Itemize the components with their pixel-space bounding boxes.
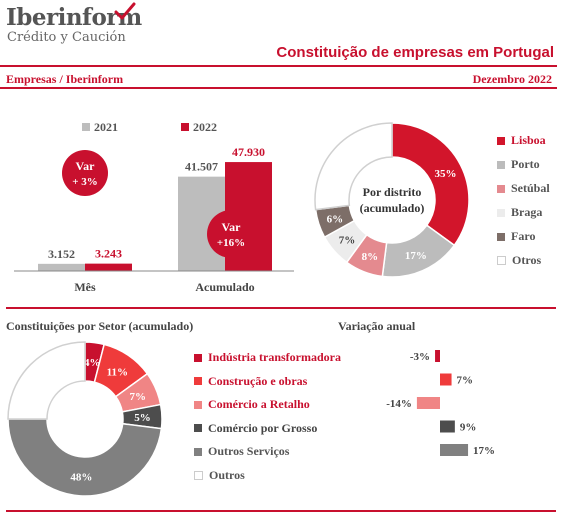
sector-legend-item-comercio-por-grosso: Comércio por Grosso [194,421,317,436]
var-bar-construcao-e-obras [440,373,452,386]
slice-label-faro: 6% [327,214,344,226]
slice-label-comercio-a-retalho: 7% [130,391,147,403]
legend-label-2021: 2021 [94,120,118,134]
slice-lisboa [391,122,470,247]
sector-title: Constituições por Setor (acumulado) [6,319,194,333]
slice-label-comercio-por-grosso: 5% [134,412,151,424]
legend-swatch-setubal [497,184,505,193]
bar-mes-2022 [85,263,132,271]
legend-swatch-porto [497,160,505,169]
slice-label-outros-servicos: 48% [70,471,92,483]
sector-legend-swatch-outros [194,470,203,480]
sector-legend-swatch-comercio-por-grosso [194,424,202,432]
var-bar-label-construcao-e-obras: 7% [457,375,474,387]
bar-chart-mes-acumulado: 2021 2022 3.152 3.243 Mês 41.507 47.930 Acumula… [14,120,294,294]
sector-legend-label-outros: Outros [209,467,245,482]
var-bar-comercio-por-grosso [440,420,455,433]
header-divider [0,65,557,67]
donut-district: 35% 17% 8% 7% 6% Por distrito (acumulado) [314,122,470,278]
var-bubble-mes [62,150,108,196]
sector-legend-swatch-comercio-a-retalho [194,400,202,409]
var-bar-label-comercio-a-retalho: -14% [386,398,412,410]
sector-legend-item-industria-transformadora: Indústria transformadora [194,350,341,365]
sector-legend-label-industria-transformadora: Indústria transformadora [208,350,342,364]
page-title: Constituição de empresas em Portugal [276,44,554,61]
slice-label-construcao-e-obras: 11% [107,366,128,378]
legend-item-porto: Porto [497,157,540,172]
district-center-line1: Por distrito [363,185,422,199]
legend-item-faro: Faro [497,229,535,244]
legend-label-faro: Faro [511,229,536,243]
middle-divider [6,307,556,309]
sector-legend-item-outros-servicos: Outros Serviços [194,444,289,459]
sector-legend-label-construcao-e-obras: Construção e obras [208,373,308,388]
district-center-line2: (acumulado) [360,201,425,215]
brand-subtitle: Crédito y Caución [7,30,126,45]
sector-legend-label-outros-servicos: Outros Serviços [208,444,290,458]
legend-swatch-2021 [82,123,90,131]
legend-item-otros: Otros [497,253,541,268]
slice-label-setubal: 8% [362,251,379,263]
var-bubble-title-acumulado: Var [222,220,242,234]
var-bar-label-outros-servicos: 17% [473,445,495,457]
legend-swatch-otros [497,256,506,265]
bar-label-mes-2022: 3.243 [95,247,122,261]
bar-label-mes-2021: 3.152 [48,247,75,261]
footer-divider [6,510,556,512]
legend-label-2022: 2022 [193,120,217,134]
sector-legend-swatch-construcao-e-obras [194,377,202,385]
legend-swatch-2022 [181,123,189,131]
donut-sector: 4% 11% 7% 5% 48% [7,341,163,497]
sector-legend-label-comercio-por-grosso: Comércio por Grosso [208,420,318,435]
legend-item-setubal: Setúbal [497,181,550,196]
category-label-acumulado: Acumulado [195,280,254,294]
legend-swatch-braga [497,208,505,217]
legend-item-lisboa: Lisboa [497,133,546,148]
var-bubble-acumulado [207,210,255,258]
sector-legend-item-construcao-e-obras: Construção e obras [194,374,307,389]
bar-mes-2021 [38,263,85,271]
var-bar-label-industria-transformadora: -3% [410,351,430,363]
variation-title: Variação anual [338,319,416,333]
legend-swatch-lisboa [497,136,505,145]
sector-legend-label-comercio-a-retalho: Comércio a Retalho [208,397,310,411]
sector-legend-swatch-outros-servicos [194,447,202,456]
slice-label-industria-transformadora: 4% [84,357,101,369]
subheader-divider [0,87,557,89]
period-label: Dezembro 2022 [472,72,552,86]
legend-label-otros: Otros [512,253,542,267]
source-label: Empresas / Iberinform [6,72,124,86]
category-label-mes: Mês [74,280,96,294]
sector-legend-swatch-industria-transformadora [194,353,202,362]
var-bubble-value-acumulado: +16% [217,237,245,249]
slice-label-braga: 7% [339,235,356,247]
slice-outros [7,341,86,420]
var-bar-comercio-a-retalho [416,397,440,409]
bar-label-acumulado-2022: 47.930 [232,145,265,159]
slice-label-porto: 17% [405,250,427,262]
var-bubble-title-mes: Var [76,159,96,173]
slice-outros-servicos [7,418,163,497]
var-bar-label-comercio-por-grosso: 9% [460,422,477,434]
sector-legend-item-comercio-a-retalho: Comércio a Retalho [194,397,310,412]
legend-label-porto: Porto [511,157,540,171]
check-swoosh-icon [114,2,136,20]
legend-swatch-faro [497,232,505,241]
sector-legend-item-outros: Outros [194,468,245,483]
var-bar-industria-transformadora [435,350,440,362]
bar-label-acumulado-2021: 41.507 [185,160,218,174]
legend-item-braga: Braga [497,205,542,220]
slice-otros [314,122,393,211]
legend-label-braga: Braga [511,205,543,219]
legend-label-setubal: Setúbal [511,181,550,195]
slice-label-lisboa: 35% [434,168,456,180]
legend-label-lisboa: Lisboa [511,133,546,147]
variation-bar-chart: -3% 7% -14% 9% 17% [386,350,495,457]
var-bubble-value-mes: + 3% [72,176,98,188]
var-bar-outros-servicos [440,444,469,456]
